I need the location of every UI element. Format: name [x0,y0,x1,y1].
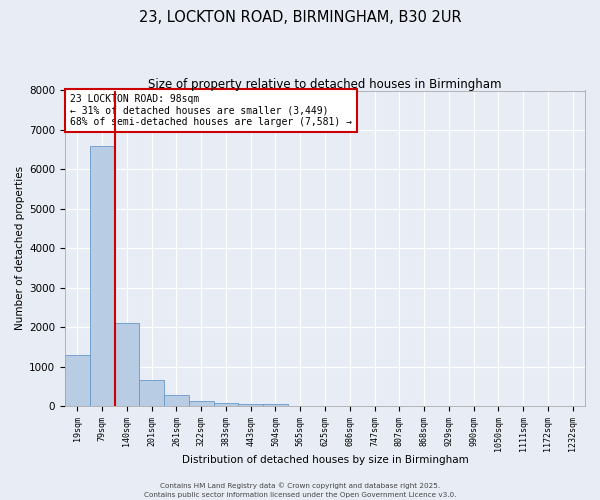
X-axis label: Distribution of detached houses by size in Birmingham: Distribution of detached houses by size … [182,455,469,465]
Y-axis label: Number of detached properties: Number of detached properties [15,166,25,330]
Text: 23, LOCKTON ROAD, BIRMINGHAM, B30 2UR: 23, LOCKTON ROAD, BIRMINGHAM, B30 2UR [139,10,461,25]
Bar [238,404,263,406]
Bar [214,403,238,406]
Bar [90,146,115,406]
Bar [189,402,214,406]
Bar [139,380,164,406]
Text: Contains HM Land Registry data © Crown copyright and database right 2025.: Contains HM Land Registry data © Crown c… [160,482,440,489]
Text: 23 LOCKTON ROAD: 98sqm
← 31% of detached houses are smaller (3,449)
68% of semi-: 23 LOCKTON ROAD: 98sqm ← 31% of detached… [70,94,352,127]
Title: Size of property relative to detached houses in Birmingham: Size of property relative to detached ho… [148,78,502,90]
Bar [115,324,139,406]
Bar [65,355,90,406]
Text: Contains public sector information licensed under the Open Government Licence v3: Contains public sector information licen… [144,492,456,498]
Bar [263,404,288,406]
Bar [164,395,189,406]
